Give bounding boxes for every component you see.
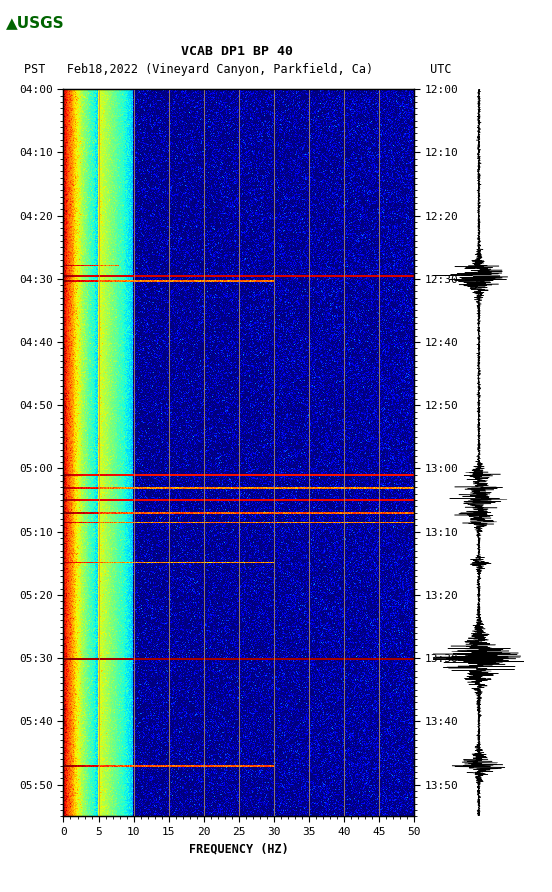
Text: PST   Feb18,2022 (Vineyard Canyon, Parkfield, Ca)        UTC: PST Feb18,2022 (Vineyard Canyon, Parkfie…: [24, 62, 451, 76]
Text: ▲USGS: ▲USGS: [6, 15, 64, 29]
Text: VCAB DP1 BP 40: VCAB DP1 BP 40: [182, 45, 293, 58]
X-axis label: FREQUENCY (HZ): FREQUENCY (HZ): [189, 842, 289, 855]
